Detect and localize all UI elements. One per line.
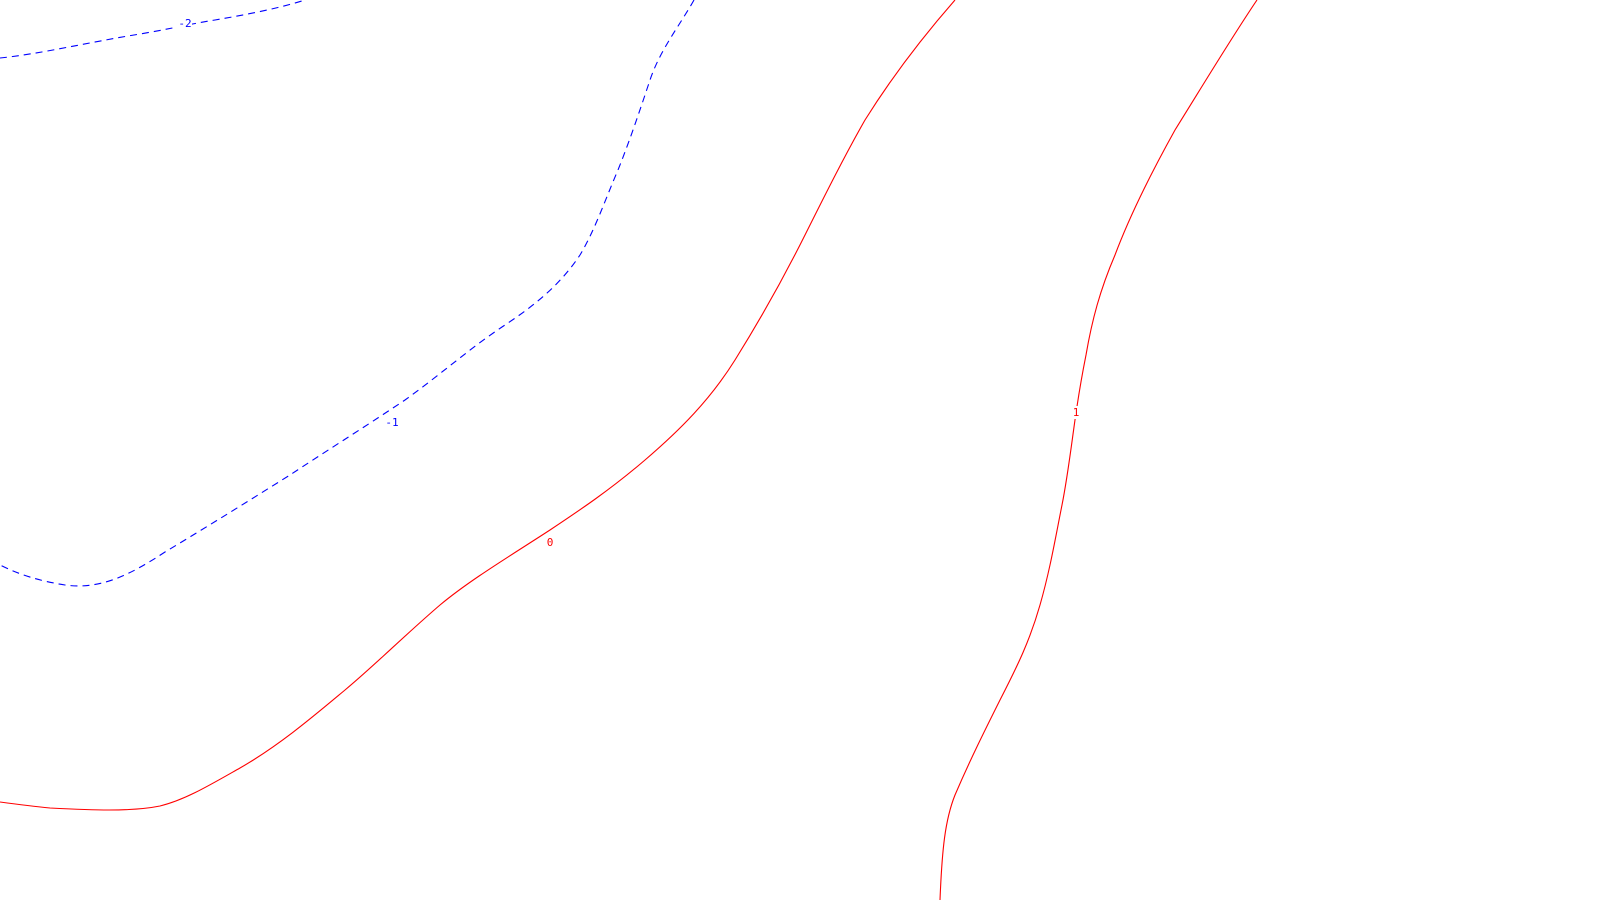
contour-line-minus2 <box>0 0 306 59</box>
contour-label-minus1: -1 <box>385 416 398 429</box>
contour-label-1-bg <box>1066 406 1086 419</box>
contour-line-1 <box>939 0 1258 900</box>
contour-label-1: 1 <box>1073 406 1080 419</box>
contour-label-minus2-bg <box>176 17 192 30</box>
contour-label-0-bg <box>544 536 556 549</box>
contour-line-0 <box>0 0 956 811</box>
contour-label-minus1-bg <box>383 416 399 429</box>
contour-line-minus1 <box>0 0 695 587</box>
contour-label-minus2: -2 <box>178 17 191 30</box>
contour-label-0: 0 <box>547 536 554 549</box>
